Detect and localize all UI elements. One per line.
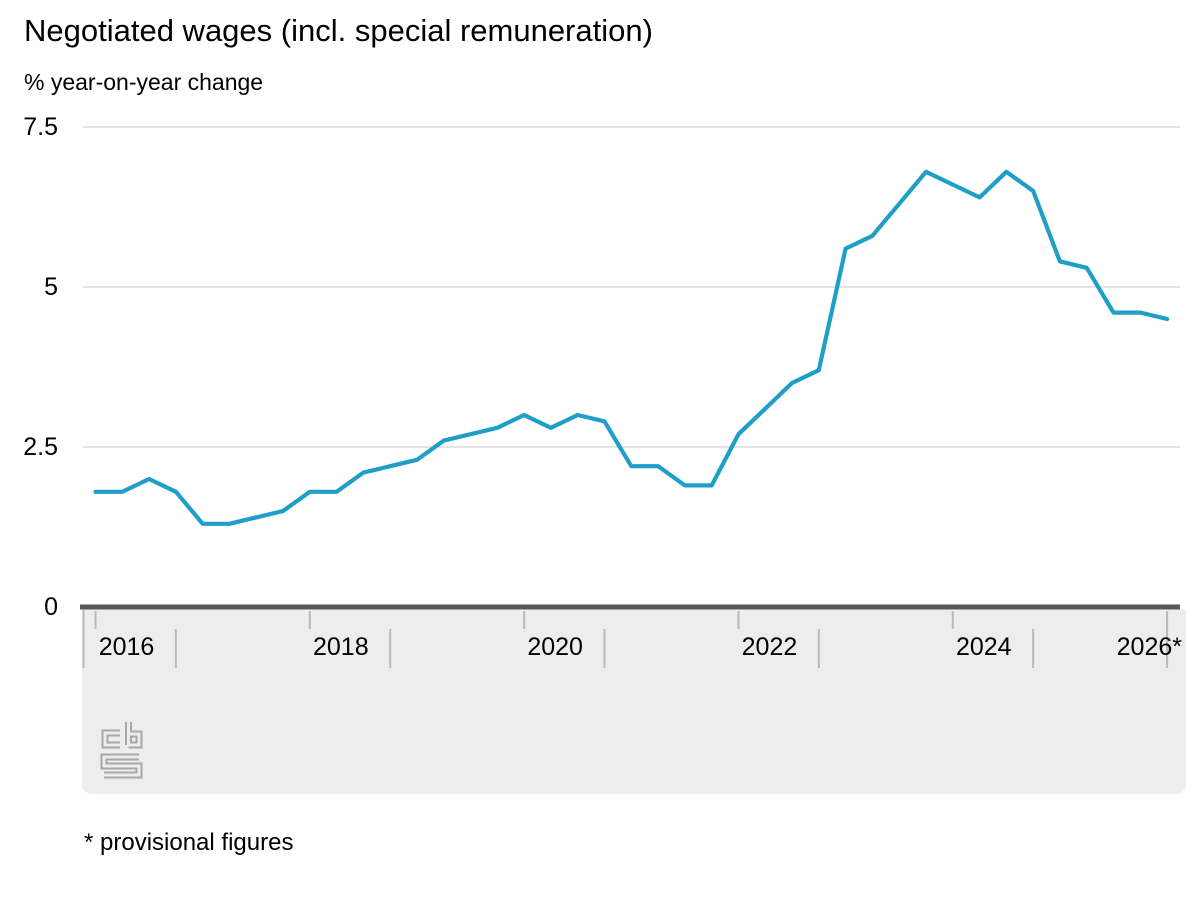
y-axis-label: 2.5: [23, 433, 58, 461]
cbs-logo-c: [101, 729, 120, 749]
page-title: Negotiated wages (incl. special remunera…: [24, 13, 653, 48]
x-axis-label: 2016: [98, 633, 155, 661]
axis-ticks: [82, 610, 1169, 668]
footnote: * provisional figures: [84, 829, 294, 856]
wage-line-series: [93, 169, 1170, 526]
gridlines: [83, 126, 1180, 448]
x-axis-label: 2026*: [1116, 633, 1182, 661]
x-axis-label: 2024: [955, 633, 1012, 661]
x-axis-label: 2022: [741, 633, 798, 661]
chart-subtitle: % year-on-year change: [24, 69, 264, 95]
x-axis-band: [82, 609, 1186, 794]
y-axis-label: 5: [44, 273, 58, 301]
y-axis-label: 0: [44, 593, 58, 621]
y-axis-label: 7.5: [23, 113, 58, 141]
x-axis-label: 2018: [313, 633, 369, 661]
x-axis-label: 2020: [527, 633, 583, 661]
